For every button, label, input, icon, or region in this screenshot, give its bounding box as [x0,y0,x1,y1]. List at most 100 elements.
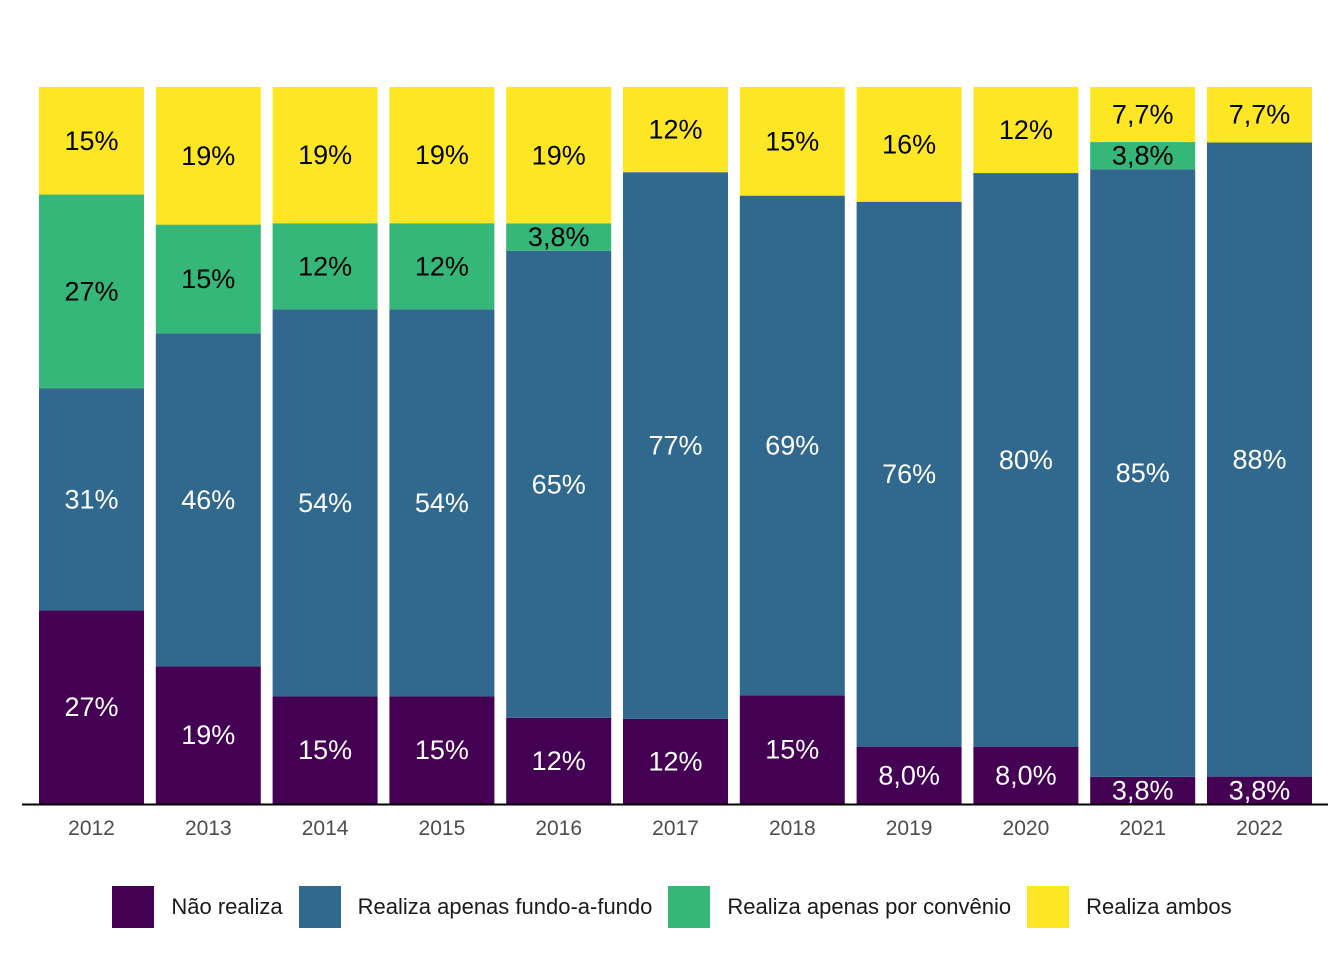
bar-segment-realiza-ambos-2019 [856,87,962,202]
data-label-realiza-ambos-2012: 15% [64,126,118,156]
legend-item-nao-realiza: Não realiza [112,886,283,928]
bar-segment-nao-realiza-2021 [1090,776,1196,804]
legend-label: Não realiza [171,894,283,919]
data-label-realiza-apenas-por-convenio-2013: 15% [181,264,235,294]
bar-segment-realiza-apenas-por-convenio-2013 [155,224,261,334]
bar-labels-group: 27% 31% 27% 15% 19% 46% 15% 19% 15% 54% 12% 19% 15% 5… [64,100,1290,806]
x-tick-label-2014: 2014 [302,817,349,840]
data-label-realiza-apenas-fundo-a-fundo-2014: 54% [298,488,352,518]
bar-segment-nao-realiza-2019 [856,746,962,804]
data-label-realiza-apenas-fundo-a-fundo-2017: 77% [648,431,702,461]
data-label-nao-realiza-2022: 3,8% [1229,775,1291,805]
legend-item-realiza-ambos: Realiza ambos [1027,886,1232,928]
bar-segment-realiza-ambos-2017 [623,87,728,173]
data-label-nao-realiza-2013: 19% [181,720,235,750]
x-tick-label-2019: 2019 [886,817,933,840]
bar-segment-nao-realiza-2020 [973,746,1079,804]
bar-segment-realiza-apenas-fundo-a-fundo-2018 [739,195,845,696]
data-label-realiza-apenas-fundo-a-fundo-2020: 80% [999,445,1053,475]
data-label-realiza-apenas-fundo-a-fundo-2016: 65% [532,469,586,499]
bar-segment-realiza-apenas-por-convenio-2012 [39,194,144,389]
data-label-realiza-apenas-por-convenio-2021: 3,8% [1112,141,1174,171]
bar-segment-realiza-ambos-2012 [39,87,144,195]
data-label-realiza-apenas-por-convenio-2015: 12% [415,251,469,281]
bar-segment-realiza-apenas-fundo-a-fundo-2013 [155,333,261,667]
data-label-realiza-apenas-por-convenio-2012: 27% [64,276,118,306]
bar-segment-realiza-apenas-por-convenio-2014 [272,223,378,310]
stacked-bar-chart: 27% 31% 27% 15% 19% 46% 15% 19% 15% 54% 12% 19% 15% 5… [22,87,1328,840]
bar-segment-realiza-ambos-2018 [739,87,845,196]
x-tick-label-2021: 2021 [1119,817,1166,840]
bar-segment-realiza-ambos-2014 [272,87,378,224]
bars-group [39,87,1312,804]
data-label-realiza-ambos-2022: 7,7% [1229,100,1291,130]
x-axis-ticks: 2012 2013 2014 2015 2016 2017 2018 2019 2020 2021… [68,817,1283,840]
legend-label: Realiza ambos [1086,894,1232,919]
data-label-realiza-apenas-fundo-a-fundo-2019: 76% [882,459,936,489]
bar-segment-realiza-apenas-fundo-a-fundo-2021 [1090,169,1196,777]
data-label-nao-realiza-2018: 15% [765,735,819,765]
bar-segment-nao-realiza-2014 [272,696,378,804]
data-label-realiza-ambos-2018: 15% [765,126,819,156]
bar-segment-realiza-ambos-2022 [1207,87,1312,143]
legend-label: Realiza apenas fundo-a-fundo [357,894,653,919]
bar-segment-nao-realiza-2015 [389,696,495,804]
bar-segment-nao-realiza-2013 [155,666,261,804]
data-label-nao-realiza-2016: 12% [532,746,586,776]
data-label-nao-realiza-2020: 8,0% [995,760,1057,790]
data-label-nao-realiza-2015: 15% [415,735,469,765]
x-tick-label-2012: 2012 [68,817,115,840]
bar-segment-realiza-apenas-fundo-a-fundo-2012 [39,388,144,611]
data-label-realiza-apenas-fundo-a-fundo-2021: 85% [1116,458,1170,488]
bar-segment-nao-realiza-2017 [623,718,728,804]
x-tick-label-2018: 2018 [769,817,816,840]
data-label-realiza-apenas-fundo-a-fundo-2012: 31% [64,484,118,514]
data-label-realiza-apenas-fundo-a-fundo-2022: 88% [1232,445,1286,475]
data-label-realiza-apenas-por-convenio-2014: 12% [298,251,352,281]
bar-segment-realiza-apenas-fundo-a-fundo-2022 [1207,142,1312,777]
data-label-realiza-ambos-2013: 19% [181,141,235,171]
data-label-nao-realiza-2012: 27% [64,692,118,722]
data-label-realiza-ambos-2016: 19% [532,140,586,170]
data-label-realiza-ambos-2021: 7,7% [1112,100,1174,130]
bar-segment-realiza-apenas-fundo-a-fundo-2017 [623,172,728,719]
bar-segment-realiza-apenas-por-convenio-2015 [389,223,495,310]
data-label-realiza-ambos-2019: 16% [882,129,936,159]
data-label-realiza-ambos-2017: 12% [648,115,702,145]
x-tick-label-2022: 2022 [1236,817,1283,840]
bar-segment-nao-realiza-2018 [739,695,845,804]
x-tick-label-2013: 2013 [185,817,232,840]
bar-segment-realiza-apenas-fundo-a-fundo-2016 [506,250,612,718]
legend-item-realiza-apenas-fundo-a-fundo: Realiza apenas fundo-a-fundo [298,886,653,928]
data-label-realiza-ambos-2014: 19% [298,140,352,170]
data-label-realiza-apenas-por-convenio-2016: 3,8% [528,222,590,252]
x-tick-label-2015: 2015 [419,817,466,840]
legend-swatch [112,886,155,928]
data-label-nao-realiza-2019: 8,0% [878,760,940,790]
bar-segment-nao-realiza-2012 [39,610,144,804]
legend-swatch [668,886,711,928]
data-label-realiza-apenas-fundo-a-fundo-2015: 54% [415,488,469,518]
data-label-realiza-ambos-2020: 12% [999,115,1053,145]
legend-item-realiza-apenas-por-convenio: Realiza apenas por convênio [668,886,1011,928]
data-label-nao-realiza-2021: 3,8% [1112,775,1174,805]
legend: Não realiza Realiza apenas fundo-a-fundo R… [0,884,1344,930]
bar-segment-nao-realiza-2016 [506,717,612,804]
legend-swatch [298,886,341,928]
bar-segment-realiza-apenas-fundo-a-fundo-2019 [856,201,962,747]
bar-segment-realiza-ambos-2015 [389,87,495,224]
bar-segment-realiza-apenas-fundo-a-fundo-2020 [973,173,1079,747]
data-label-realiza-ambos-2015: 19% [415,140,469,170]
data-label-realiza-apenas-fundo-a-fundo-2013: 46% [181,485,235,515]
x-tick-label-2020: 2020 [1003,817,1050,840]
bar-segment-realiza-ambos-2021 [1090,87,1196,143]
bar-segment-realiza-ambos-2013 [155,87,261,225]
bar-segment-realiza-ambos-2016 [506,87,612,224]
bar-segment-realiza-apenas-fundo-a-fundo-2014 [272,309,378,697]
bar-segment-realiza-apenas-por-convenio-2021 [1090,142,1196,170]
bar-segment-realiza-apenas-fundo-a-fundo-2015 [389,309,495,697]
legend-swatch [1027,886,1070,928]
x-tick-label-2016: 2016 [535,817,582,840]
data-label-nao-realiza-2017: 12% [648,746,702,776]
data-label-nao-realiza-2014: 15% [298,735,352,765]
